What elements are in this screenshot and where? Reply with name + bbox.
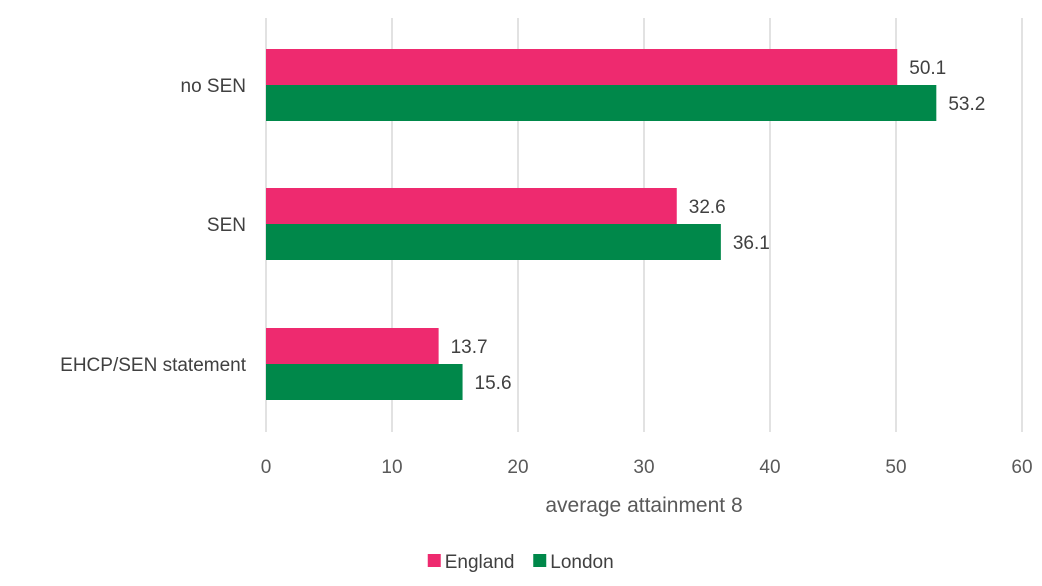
x-tick-label: 60 <box>1011 457 1032 478</box>
x-tick-label: 20 <box>507 457 528 478</box>
bar-london <box>266 85 937 121</box>
bar-london <box>266 224 721 260</box>
category-label: no SEN <box>181 76 246 97</box>
bars <box>266 49 937 400</box>
data-label: 50.1 <box>909 58 946 79</box>
legend: England London <box>427 552 614 573</box>
x-tick-label: 30 <box>633 457 654 478</box>
legend-label: London <box>550 552 613 573</box>
x-axis-title: average attainment 8 <box>545 494 742 517</box>
data-label: 36.1 <box>733 233 770 254</box>
legend-swatch-london <box>533 554 547 567</box>
bar-england <box>266 188 677 224</box>
data-label: 53.2 <box>948 94 985 115</box>
bar-england <box>266 328 439 364</box>
category-label: EHCP/SEN statement <box>60 355 247 376</box>
legend-label: England <box>445 552 515 573</box>
data-label: 15.6 <box>475 373 512 394</box>
x-tick-label: 10 <box>381 457 402 478</box>
bar-england <box>266 49 898 85</box>
data-label: 13.7 <box>451 337 488 358</box>
category-label: SEN <box>207 215 246 236</box>
x-tick-label: 40 <box>759 457 780 478</box>
x-tick-label: 0 <box>261 457 272 478</box>
x-tick-label: 50 <box>885 457 906 478</box>
bar-london <box>266 364 463 400</box>
legend-swatch-england <box>427 554 441 567</box>
labels: 0 10 20 30 40 50 60 no SEN SEN EHCP/SEN statement… <box>60 58 1032 478</box>
data-label: 32.6 <box>689 197 726 218</box>
